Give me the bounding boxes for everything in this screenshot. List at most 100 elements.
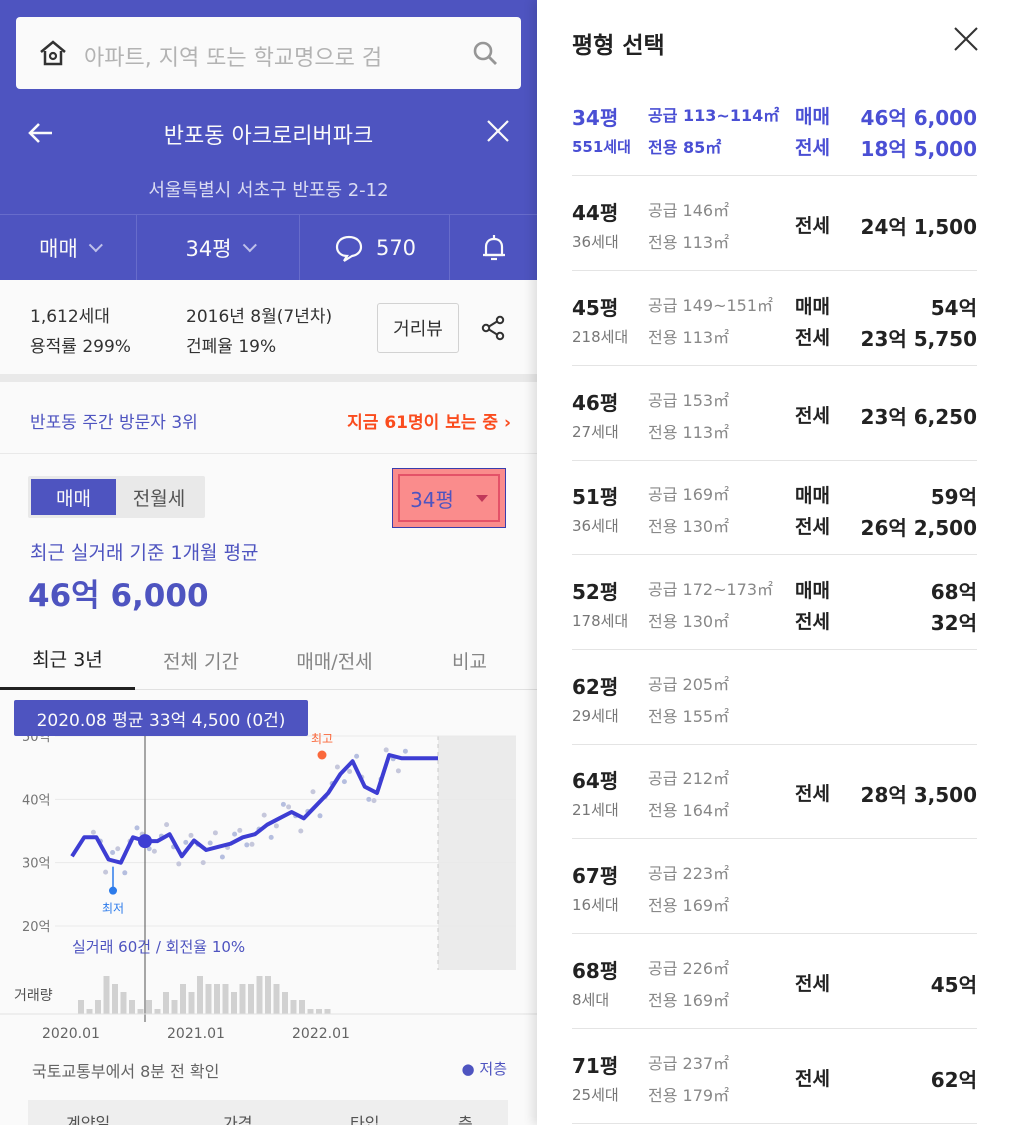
price-2: 23억 5,750 — [860, 327, 977, 351]
size-option-row[interactable]: 71평 25세대 공급 237㎡ 전용 179㎡ 전세 62억 — [572, 1030, 977, 1124]
size-selector-inner[interactable]: 34평 — [398, 474, 500, 522]
rent-toggle[interactable]: 전월세 — [132, 487, 186, 510]
deal-point — [298, 828, 304, 834]
supply-area: 공급 149~151㎡ — [648, 296, 774, 315]
size-option-row[interactable]: 34평 551세대 공급 113~114㎡ 전용 85㎡ 매매 46억 6,000 전세 18… — [572, 82, 977, 176]
deal-type-1: 매매 — [795, 580, 830, 602]
size-option-row[interactable]: 51평 36세대 공급 169㎡ 전용 130㎡ 매매 59억 전세 26억 2,500 — [572, 461, 977, 555]
household-count: 25세대 — [572, 1086, 619, 1104]
household-count: 21세대 — [572, 801, 619, 819]
volume-bar — [256, 976, 263, 1014]
visitor-rank: 반포동 주간 방문자 3위 — [30, 413, 198, 433]
volume-bar — [154, 1009, 161, 1014]
exclusive-area: 전용 130㎡ — [648, 517, 730, 536]
chevron-down-icon — [88, 238, 103, 253]
tab-recent-3y[interactable]: 최근 3년 — [0, 630, 135, 690]
deal-point — [237, 827, 243, 833]
search-input[interactable]: 아파트, 지역 또는 학교명으로 검 — [84, 46, 383, 71]
deal-point — [122, 870, 128, 876]
share-icon[interactable] — [480, 315, 506, 341]
average-price: 46억 6,000 — [28, 578, 209, 614]
title-row: 반포동 아크로리버파크 — [0, 100, 537, 166]
household-count: 178세대 — [572, 612, 629, 630]
filter-tabs: 매매 34평 570 — [0, 214, 537, 281]
search-icon[interactable] — [471, 39, 499, 67]
visitor-banner[interactable]: 반포동 주간 방문자 3위 지금 61명이 보는 중 › — [0, 382, 537, 454]
tab-compare[interactable]: 비교 — [452, 650, 487, 673]
hover-point — [138, 834, 152, 849]
volume-bar — [103, 976, 110, 1014]
close-icon[interactable] — [485, 118, 511, 144]
supply-area: 공급 153㎡ — [648, 391, 730, 410]
size-option-row[interactable]: 68평 8세대 공급 226㎡ 전용 169㎡ 전세 45억 — [572, 935, 977, 1029]
back-arrow-icon[interactable] — [26, 118, 56, 148]
volume-bar — [324, 1009, 331, 1014]
size-option-row[interactable]: 52평 178세대 공급 172~173㎡ 전용 130㎡ 매매 68억 전세 32억 — [572, 556, 977, 650]
deal-point — [151, 848, 157, 854]
price-2: 26억 2,500 — [860, 516, 977, 540]
comments-button[interactable]: 570 — [300, 215, 450, 281]
size-option-row[interactable]: 46평 27세대 공급 153㎡ 전용 113㎡ 전세 23억 6,250 — [572, 367, 977, 461]
x-tick-label: 2021.01 — [167, 1026, 225, 1042]
size-pyeong: 45평 — [572, 296, 619, 320]
supply-area: 공급 237㎡ — [648, 1054, 730, 1073]
period-tabs: 최근 3년 전체 기간 매매/전세 비교 — [0, 630, 537, 690]
size-option-row[interactable]: 67평 16세대 공급 223㎡ 전용 169㎡ — [572, 840, 977, 934]
household-count: 218세대 — [572, 328, 629, 346]
chart-tooltip: 2020.08 평균 33억 4,500 (0건) — [14, 700, 308, 736]
deal-type-2: 전세 — [795, 137, 830, 159]
sale-toggle[interactable]: 매매 — [31, 479, 116, 515]
size-option-row[interactable]: 62평 29세대 공급 205㎡ 전용 155㎡ — [572, 651, 977, 745]
volume-bar — [112, 984, 118, 1014]
home-logo-icon — [40, 40, 66, 66]
deal-type-1: 매매 — [795, 296, 830, 318]
household-count: 8세대 — [572, 991, 610, 1009]
search-bar[interactable]: 아파트, 지역 또는 학교명으로 검 — [16, 17, 521, 89]
low-floor-legend: ● 저층 — [461, 1060, 507, 1078]
col-type: 타입 — [350, 1114, 380, 1125]
tab-sale-rent[interactable]: 매매/전세 — [296, 650, 373, 673]
deal-point — [261, 812, 267, 818]
price-line — [70, 753, 438, 865]
price-1: 54억 — [930, 296, 977, 320]
volume-bar — [163, 992, 169, 1014]
price-1: 68억 — [930, 580, 977, 604]
exclusive-area: 전용 130㎡ — [648, 612, 730, 631]
size-option-row[interactable]: 45평 218세대 공급 149~151㎡ 전용 113㎡ 매매 54억 전세 23억 5,7… — [572, 272, 977, 366]
exclusive-area: 전용 113㎡ — [648, 423, 730, 442]
volume-bar — [290, 1000, 297, 1014]
size-option-row[interactable]: 44평 36세대 공급 146㎡ 전용 113㎡ 전세 24억 1,500 — [572, 177, 977, 271]
supply-area: 공급 212㎡ — [648, 769, 730, 788]
deal-type-dropdown[interactable]: 매매 — [0, 215, 137, 281]
size-option-row[interactable]: 64평 21세대 공급 212㎡ 전용 164㎡ 전세 28억 3,500 — [572, 745, 977, 839]
size-selector[interactable]: 34평 — [392, 468, 506, 528]
caret-down-icon — [475, 494, 488, 502]
price-1: 45억 — [930, 973, 977, 997]
size-pyeong: 71평 — [572, 1054, 619, 1078]
size-pyeong: 67평 — [572, 864, 619, 888]
size-pyeong: 34평 — [572, 106, 619, 130]
deal-point — [200, 860, 206, 866]
trade-summary: 실거래 60건 / 회전율 10% — [72, 938, 245, 956]
address: 서울특별시 서초구 반포동 2-12 — [148, 180, 389, 201]
size-dropdown[interactable]: 34평 — [137, 215, 300, 281]
size-pyeong: 52평 — [572, 580, 619, 604]
comment-count: 570 — [375, 236, 417, 260]
y-tick-label: 40억 — [22, 793, 51, 808]
size-label: 34평 — [185, 237, 232, 261]
deal-type-1: 매매 — [795, 106, 830, 128]
street-view-button[interactable]: 거리뷰 — [377, 303, 459, 353]
exclusive-area: 전용 85㎡ — [648, 138, 722, 157]
volume-bar — [180, 984, 186, 1014]
now-viewing-link[interactable]: 지금 61명이 보는 중 › — [347, 413, 511, 433]
deal-point — [273, 823, 279, 829]
tab-all-period[interactable]: 전체 기간 — [163, 650, 239, 673]
supply-area: 공급 172~173㎡ — [648, 580, 774, 599]
exclusive-area: 전용 113㎡ — [648, 328, 730, 347]
deal-point — [134, 825, 140, 831]
volume-bar — [188, 992, 195, 1014]
deal-type-2: 전세 — [795, 611, 830, 633]
close-icon[interactable] — [953, 26, 979, 52]
notification-button[interactable] — [450, 215, 537, 281]
